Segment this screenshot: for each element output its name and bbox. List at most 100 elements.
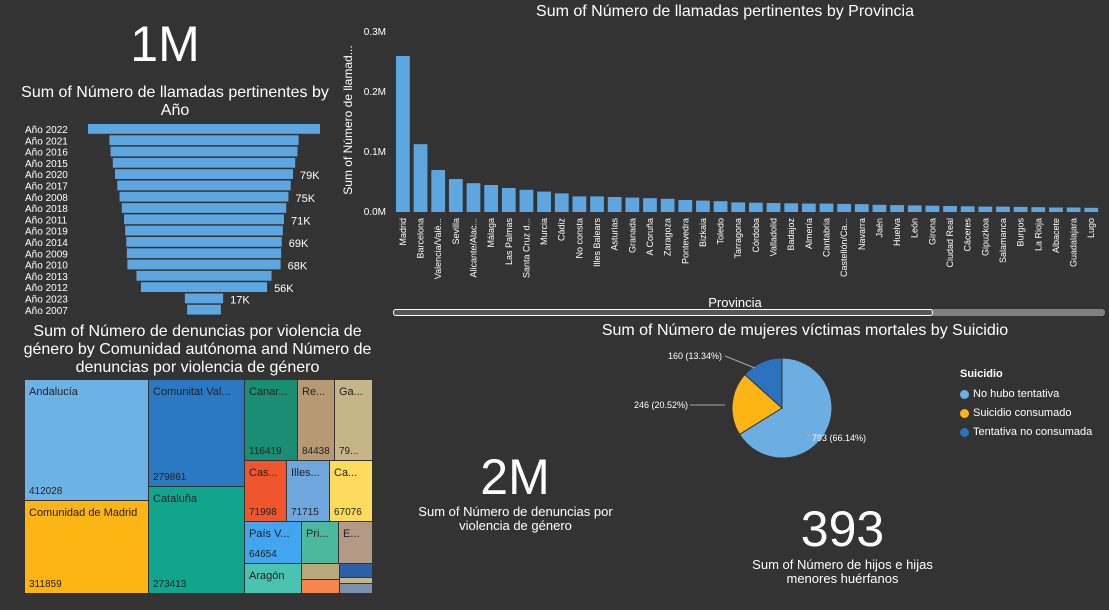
- province-bar: [731, 202, 746, 212]
- x-tick-label: Albacete: [1051, 218, 1061, 253]
- province-bar: [554, 193, 569, 212]
- treemap-cell[interactable]: Re... 84438: [298, 380, 334, 460]
- funnel-bar: [109, 135, 299, 146]
- x-tick-label: No consta: [574, 218, 584, 259]
- province-bar: [978, 206, 993, 212]
- treemap-cell[interactable]: Comunidad de Madrid 311859: [25, 501, 148, 593]
- treemap-cell[interactable]: E...: [339, 522, 372, 563]
- province-bar: [872, 204, 887, 212]
- x-tick-label: Guadalajara: [1069, 218, 1079, 267]
- funnel-title: Sum of Número de llamadas pertinentes by…: [21, 84, 329, 119]
- treemap-cell-label: Re...: [302, 386, 326, 398]
- funnel-category-label: Año 2012: [25, 283, 68, 294]
- pie-data-label: 160 (13.34%): [668, 351, 722, 361]
- treemap-cell[interactable]: Aragón: [245, 564, 301, 593]
- treemap-cell-label: Canar...: [249, 386, 288, 398]
- x-tick-label: Murcia: [539, 218, 549, 245]
- treemap-cell-label: Aragón: [249, 570, 285, 582]
- funnel-data-label: 71K: [291, 215, 311, 227]
- x-tick-label: Ciudad Real: [945, 218, 955, 268]
- x-tick-label: Granada: [627, 218, 637, 253]
- pie-slice: [738, 357, 833, 459]
- x-tick-label: Valladolid: [769, 218, 779, 256]
- treemap-cell[interactable]: Ca... 67076: [330, 461, 372, 521]
- treemap-cell[interactable]: [340, 564, 372, 577]
- treemap-cell-label: Pri...: [306, 528, 329, 540]
- province-bar: [1084, 207, 1099, 212]
- treemap-cell-label: Cas...: [249, 467, 278, 479]
- y-tick-label: 0.2M: [364, 87, 386, 98]
- province-bar: [1049, 207, 1063, 212]
- legend-item-tentativa[interactable]: Tentativa no consumada: [960, 426, 1092, 438]
- treemap-cell[interactable]: Ga... 79...: [335, 380, 372, 460]
- scrollbar-thumb[interactable]: [393, 309, 933, 316]
- province-scrollbar[interactable]: [393, 309, 1105, 316]
- treemap-cell[interactable]: Comunitat Val... 279861: [149, 380, 244, 486]
- legend-dot-icon: [960, 408, 969, 418]
- treemap-chart: Andalucía 412028 Comunidad de Madrid 311859…: [25, 380, 373, 594]
- treemap-cell-label: Ga...: [339, 386, 363, 398]
- x-tick-label: Sevilla: [451, 218, 461, 245]
- treemap-cell-label: Andalucía: [29, 386, 78, 398]
- funnel-bar: [119, 191, 289, 202]
- x-tick-label: Gipuzkoa: [980, 218, 990, 256]
- funnel-category-label: Año 2018: [25, 204, 68, 215]
- treemap-cell[interactable]: Illes... 71715: [287, 461, 329, 521]
- province-bar: [501, 188, 516, 212]
- x-tick-label: Alicante/Alac...: [468, 218, 478, 278]
- treemap-cell[interactable]: Cas... 71998: [245, 461, 286, 521]
- treemap-cell[interactable]: [340, 584, 372, 593]
- province-chart: 0.0M 0.1M 0.2M 0.3M Madrid Barcelona Valencia/…: [341, 27, 1099, 310]
- funnel-bar: [110, 146, 298, 157]
- province-bar: [749, 202, 763, 212]
- legend-item-no-hubo[interactable]: No hubo tentativa: [960, 388, 1092, 400]
- y-tick-label: 0.0M: [364, 207, 386, 218]
- province-bar: [625, 197, 640, 212]
- funnel-category-label: Año 2020: [25, 170, 68, 181]
- funnel-data-label: 68K: [288, 261, 308, 273]
- treemap-cell[interactable]: País V... 64654: [245, 522, 301, 563]
- funnel-bar: [184, 293, 224, 304]
- funnel-category-label: Año 2019: [25, 227, 68, 238]
- treemap-cell[interactable]: [302, 580, 339, 593]
- treemap-cell[interactable]: Andalucía 412028: [25, 380, 148, 500]
- funnel-category-label: Año 2022: [25, 125, 68, 136]
- province-bar: [907, 205, 922, 212]
- x-tick-label: Málaga: [486, 218, 496, 248]
- province-bar: [572, 196, 587, 212]
- x-tick-label: Salamanca: [998, 218, 1008, 263]
- funnel-bar: [140, 282, 268, 292]
- funnel-category-label: Año 2017: [25, 182, 68, 193]
- legend-dot-icon: [960, 389, 969, 399]
- treemap-cell[interactable]: [302, 564, 339, 579]
- province-bar: [837, 203, 852, 212]
- funnel-data-label: 56K: [274, 283, 294, 295]
- legend-dot-icon: [960, 427, 969, 437]
- x-tick-label: Madrid: [398, 218, 408, 246]
- x-tick-label: Zaragoza: [663, 218, 673, 256]
- treemap-cell[interactable]: Canar... 116419: [245, 380, 297, 460]
- treemap-cell-value: 311859: [29, 579, 62, 590]
- treemap-cell[interactable]: [340, 578, 372, 583]
- province-bar: [396, 56, 410, 212]
- province-bar: [448, 179, 463, 212]
- pie-leader-line: [724, 355, 756, 369]
- treemap-cell-value: 64654: [249, 549, 277, 560]
- funnel-bar: [127, 259, 281, 270]
- treemap-cell-label: Comunidad de Madrid: [29, 507, 138, 519]
- province-bar: [660, 198, 675, 212]
- x-tick-label: Burgos: [1016, 218, 1026, 247]
- treemap-cell[interactable]: Pri...: [302, 522, 338, 563]
- pie-leader-line: [805, 431, 812, 439]
- funnel-bar: [187, 304, 221, 315]
- kpi-denuncias-label: Sum of Número de denuncias por violencia…: [418, 504, 613, 533]
- treemap-cell-value: 412028: [29, 486, 63, 497]
- province-bar: [519, 189, 534, 212]
- x-tick-label: Cádiz: [557, 218, 567, 242]
- funnel-category-label: Año 2014: [25, 238, 68, 249]
- x-tick-label: Asturias: [610, 218, 620, 251]
- legend-item-consumado[interactable]: Suicidio consumado: [960, 407, 1092, 419]
- x-tick-label: Cantabria: [821, 218, 831, 257]
- x-tick-label: Navarra: [857, 218, 867, 250]
- treemap-cell[interactable]: Cataluña 273413: [149, 487, 244, 593]
